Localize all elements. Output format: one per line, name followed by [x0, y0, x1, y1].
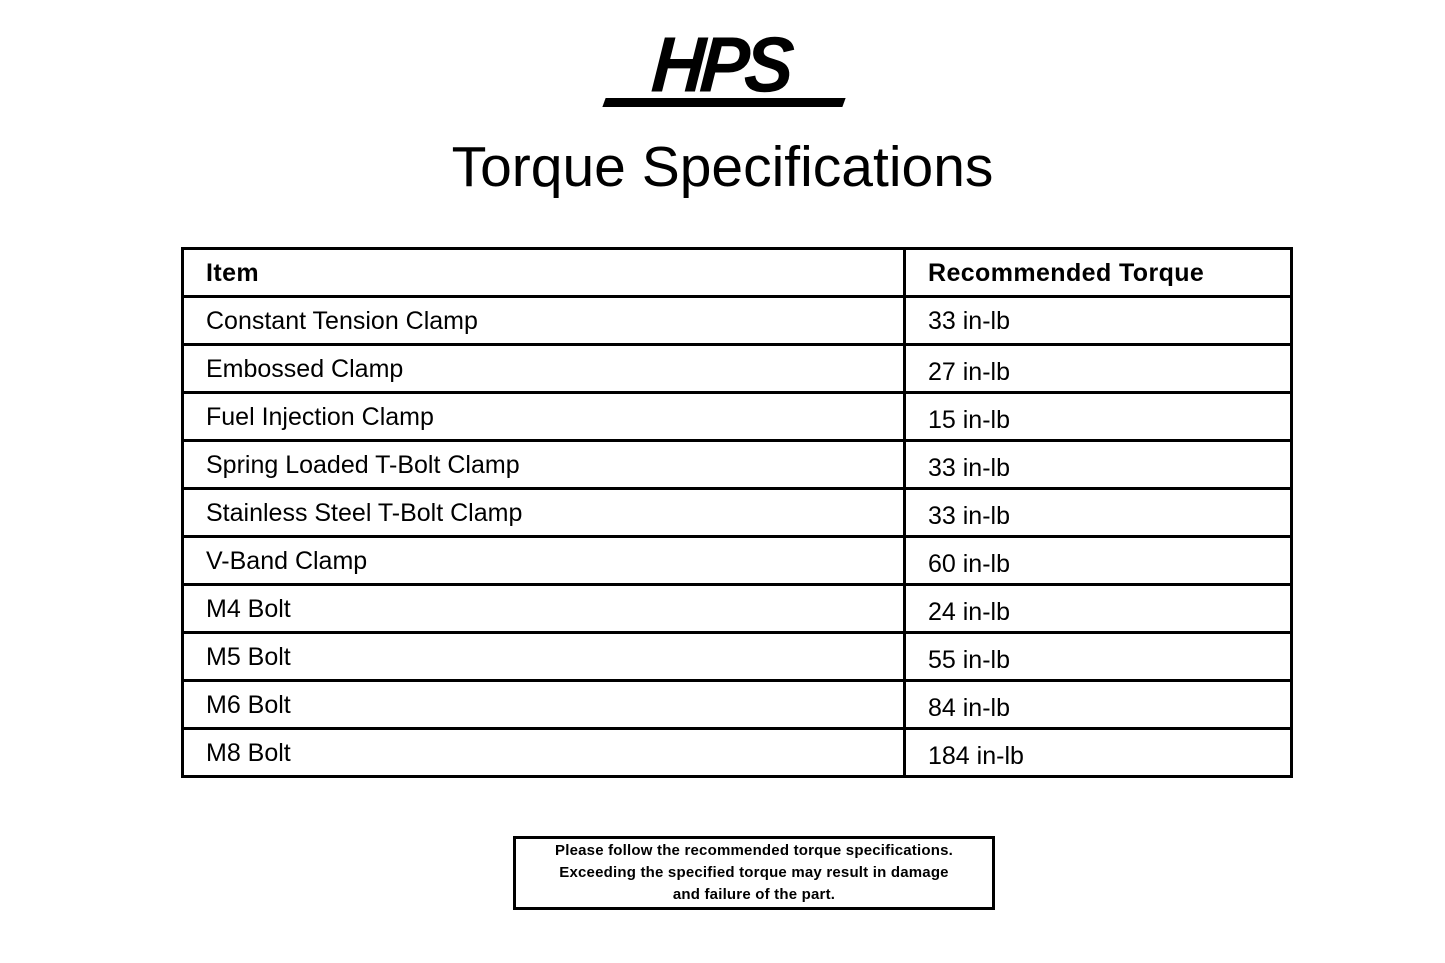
table-row: Spring Loaded T-Bolt Clamp 33 in-lb: [181, 439, 1293, 490]
cell-torque: 33 in-lb: [903, 439, 1293, 490]
torque-value: 24 in-lb: [928, 597, 1010, 626]
torque-spec-table: Item Recommended Torque Constant Tension…: [181, 247, 1293, 778]
torque-value: 84 in-lb: [928, 693, 1010, 722]
logo-underline-bar: [601, 98, 846, 107]
cell-torque: 15 in-lb: [903, 391, 1293, 442]
cell-item: Fuel Injection Clamp: [181, 391, 906, 442]
table-row: Fuel Injection Clamp 15 in-lb: [181, 391, 1293, 442]
table-row: Stainless Steel T-Bolt Clamp 33 in-lb: [181, 487, 1293, 538]
table-row: Embossed Clamp 27 in-lb: [181, 343, 1293, 394]
logo-wordmark: HPS: [648, 20, 792, 109]
note-line-2: Exceeding the specified torque may resul…: [559, 864, 949, 881]
torque-value: 33 in-lb: [928, 306, 1010, 335]
torque-value: 55 in-lb: [928, 645, 1010, 674]
cell-torque: 84 in-lb: [903, 679, 1293, 730]
cell-torque: 33 in-lb: [903, 295, 1293, 346]
cell-item: M6 Bolt: [181, 679, 906, 730]
cell-item: Spring Loaded T-Bolt Clamp: [181, 439, 906, 490]
note-line-3: and failure of the part.: [672, 886, 836, 903]
cell-torque: 184 in-lb: [903, 727, 1293, 778]
torque-value: 33 in-lb: [928, 501, 1010, 530]
table-row: Constant Tension Clamp 33 in-lb: [181, 295, 1293, 346]
cell-torque: 60 in-lb: [903, 535, 1293, 586]
cell-item: M5 Bolt: [181, 631, 906, 682]
torque-value: 33 in-lb: [928, 453, 1010, 482]
torque-value: 15 in-lb: [928, 405, 1010, 434]
hps-logo-icon: HPS: [598, 21, 848, 112]
warning-note-box: Please follow the recommended torque spe…: [513, 836, 995, 910]
cell-torque: 27 in-lb: [903, 343, 1293, 394]
column-header-torque: Recommended Torque: [903, 247, 1293, 298]
cell-item: Constant Tension Clamp: [181, 295, 906, 346]
cell-item: Embossed Clamp: [181, 343, 906, 394]
table-row: V-Band Clamp 60 in-lb: [181, 535, 1293, 586]
brand-logo: HPS: [0, 21, 1445, 112]
table-row: M5 Bolt 55 in-lb: [181, 631, 1293, 682]
page-title: Torque Specifications: [451, 135, 994, 199]
torque-value: 27 in-lb: [928, 357, 1010, 386]
cell-item: M4 Bolt: [181, 583, 906, 634]
table-row: M6 Bolt 84 in-lb: [181, 679, 1293, 730]
note-line-1: Please follow the recommended torque spe…: [555, 842, 953, 859]
torque-value: 60 in-lb: [928, 549, 1010, 578]
table-row: M8 Bolt 184 in-lb: [181, 727, 1293, 778]
cell-item: M8 Bolt: [181, 727, 906, 778]
table-body: Constant Tension Clamp 33 in-lb Embossed C…: [181, 295, 1293, 778]
column-header-item: Item: [181, 247, 906, 298]
cell-torque: 33 in-lb: [903, 487, 1293, 538]
cell-torque: 24 in-lb: [903, 583, 1293, 634]
table-row: M4 Bolt 24 in-lb: [181, 583, 1293, 634]
cell-item: Stainless Steel T-Bolt Clamp: [181, 487, 906, 538]
cell-item: V-Band Clamp: [181, 535, 906, 586]
torque-value: 184 in-lb: [928, 741, 1024, 770]
table-header-row: Item Recommended Torque: [181, 247, 1293, 298]
cell-torque: 55 in-lb: [903, 631, 1293, 682]
